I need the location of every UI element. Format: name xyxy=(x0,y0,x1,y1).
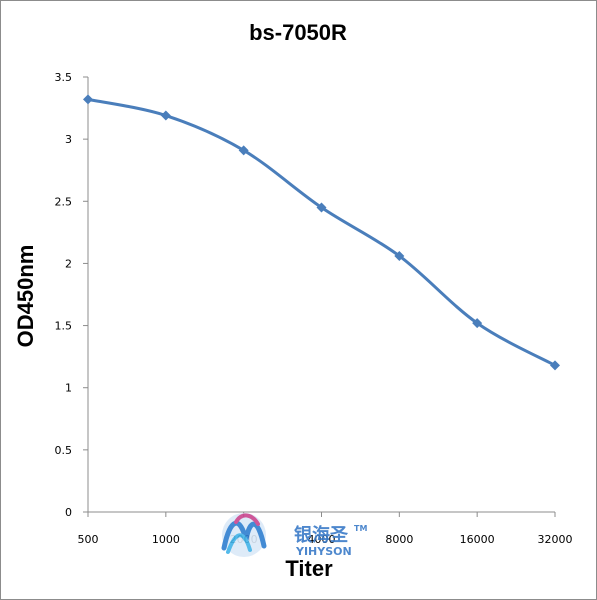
y-axis: 0 0.5 1 1.5 2 2.5 3 3.5 xyxy=(55,71,89,519)
x-tick-label: 500 xyxy=(78,533,99,546)
x-tick-label: 4000 xyxy=(308,533,336,546)
y-axis-title: OD450nm xyxy=(13,245,38,348)
x-tick-label: 16000 xyxy=(460,533,495,546)
data-point-marker xyxy=(238,145,249,156)
x-tick-label: 8000 xyxy=(385,533,413,546)
data-point-marker xyxy=(83,94,93,105)
chart-title: bs-7050R xyxy=(249,20,347,45)
y-tick-label: 0.5 xyxy=(55,444,73,457)
y-tick-label: 1.5 xyxy=(55,320,73,333)
data-point-marker xyxy=(550,360,560,371)
yihyson-logo xyxy=(221,513,267,557)
x-axis-title: Titer xyxy=(285,556,333,581)
data-point-marker xyxy=(316,202,327,213)
data-point-marker xyxy=(472,318,483,329)
y-tick-label: 2.5 xyxy=(55,195,73,208)
data-point-marker xyxy=(160,110,171,121)
watermark-english: YIHYSON xyxy=(295,545,352,558)
x-tick-label: 1000 xyxy=(152,533,180,546)
y-tick-label: 0 xyxy=(65,506,72,519)
y-tick-label: 1 xyxy=(65,382,72,395)
y-tick-label: 3.5 xyxy=(55,71,73,84)
brand-watermark: 银海圣 TM YIHYSON xyxy=(221,513,367,558)
data-point-marker xyxy=(394,250,405,261)
x-tick-label: 32000 xyxy=(538,533,573,546)
y-tick-label: 2 xyxy=(65,257,72,270)
watermark-chinese: 银海圣 xyxy=(294,524,349,546)
y-tick-label: 3 xyxy=(65,133,72,146)
watermark-tm: TM xyxy=(354,524,367,533)
series-line xyxy=(87,97,556,367)
series-layer xyxy=(83,94,560,371)
